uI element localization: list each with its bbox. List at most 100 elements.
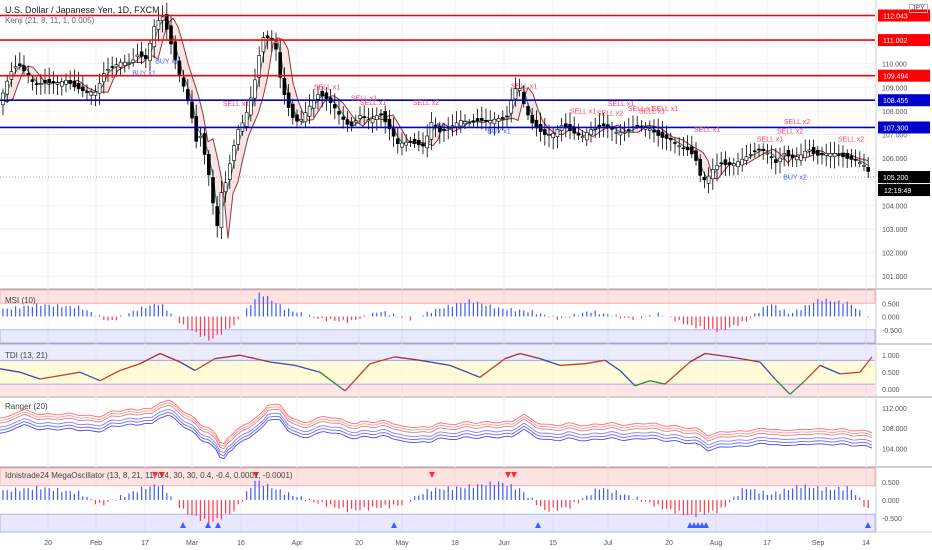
candle-body	[647, 128, 652, 131]
candle-body	[13, 66, 18, 69]
x-tick-label: 17	[141, 540, 149, 547]
tdi-line-segment	[804, 364, 821, 382]
candle-body	[295, 114, 299, 122]
candle-body	[799, 154, 803, 161]
candle-body	[51, 81, 56, 83]
oversold-zone	[0, 513, 876, 533]
level-price-label: 108.455	[883, 98, 908, 105]
tdi-line-segment	[859, 356, 873, 373]
tdi-line-segment	[0, 368, 21, 373]
candle-body	[299, 118, 304, 122]
candle-body	[807, 149, 812, 152]
candle-body	[68, 80, 72, 84]
x-tick-label: Jul	[604, 540, 613, 547]
candle-body	[450, 125, 455, 128]
candle-body	[81, 86, 85, 91]
candle-body	[370, 118, 375, 124]
candle-body	[395, 138, 400, 144]
y-tick-label: 105.000	[882, 180, 907, 187]
candle-body	[353, 120, 358, 123]
y-tick-label: 107.000	[882, 133, 907, 140]
level-price-tag	[878, 94, 930, 107]
level-price-tag	[878, 34, 930, 47]
candle-body	[811, 147, 816, 154]
candle-body	[30, 79, 35, 82]
ranger-title: Ranger (20)	[5, 402, 48, 411]
candle-body	[421, 143, 425, 147]
candle-body	[580, 136, 585, 139]
y-tick-label: 106.000	[882, 156, 907, 163]
candle-body	[689, 146, 694, 155]
level-price-label: 111.002	[883, 38, 907, 45]
candle-body	[144, 54, 148, 60]
tdi-line-segment	[729, 356, 761, 363]
candle-body	[152, 26, 156, 48]
candle-body	[500, 117, 505, 120]
candle-body	[387, 118, 392, 130]
candle-body	[668, 138, 673, 141]
candle-body	[5, 80, 9, 95]
signal-label: SELL x2	[597, 111, 623, 118]
tdi-line-segment	[649, 380, 666, 385]
candle-body	[190, 101, 194, 119]
candle-body	[782, 153, 787, 156]
tdi-line-segment	[159, 352, 181, 363]
candle-body	[517, 88, 522, 91]
overbought-zone	[0, 467, 876, 487]
candle-body	[127, 63, 131, 65]
candle-body	[332, 104, 337, 109]
candle-body	[391, 128, 396, 137]
candle-body	[769, 156, 774, 158]
candle-body	[773, 159, 778, 163]
countdown-label: 12:19:49	[884, 188, 911, 195]
candle-body	[76, 83, 81, 90]
buy-triangle-marker	[180, 522, 186, 528]
tdi-line-segment	[789, 380, 806, 395]
candle-body	[89, 91, 93, 96]
x-tick-label: 20	[355, 540, 363, 547]
buy-triangle-marker	[205, 522, 211, 528]
countdown-tag	[878, 184, 930, 197]
candle-body	[820, 153, 824, 155]
candle-body	[584, 132, 589, 141]
candle-body	[694, 150, 698, 161]
currency-badge[interactable]: JPY	[909, 4, 928, 13]
tdi-line-segment	[584, 359, 606, 365]
tdi-line-segment	[194, 358, 216, 372]
level-price-tag	[878, 121, 930, 134]
candle-body	[38, 83, 43, 85]
candle-body	[841, 152, 845, 158]
candle-body	[626, 129, 631, 131]
candle-body	[589, 129, 593, 135]
candle-body	[761, 148, 766, 151]
signal-label: SELL x2	[777, 128, 803, 135]
candle-body	[622, 131, 627, 134]
tdi-line-segment	[689, 352, 706, 363]
candle-body	[261, 37, 266, 53]
buy-triangle-marker	[687, 522, 693, 528]
candle-body	[614, 131, 619, 134]
tdi-line-segment	[519, 352, 541, 360]
y-tick-label: 1.000	[882, 353, 900, 360]
upper-zone	[0, 345, 875, 361]
signal-label: BUY x1	[487, 128, 511, 135]
candle-body	[274, 43, 278, 50]
tdi-line-segment	[604, 359, 621, 372]
buy-triangle-marker	[865, 522, 871, 528]
y-tick-label: 101.000	[882, 274, 907, 281]
buy-triangle-marker	[703, 522, 709, 528]
x-tick-label: 17	[763, 540, 771, 547]
candle-body	[290, 103, 295, 118]
candle-body	[307, 105, 312, 117]
y-tick-label: 104.000	[882, 446, 907, 453]
tdi-line-segment	[294, 364, 321, 373]
sell-triangle-marker	[429, 472, 435, 478]
candle-body	[727, 162, 732, 166]
candle-body	[148, 42, 152, 61]
candle-body	[22, 65, 26, 72]
candle-body	[47, 79, 52, 83]
candle-body	[412, 138, 417, 144]
megaoscillator-title: Idnistrade24 MegaOscillator (13, 8, 21, …	[5, 471, 293, 480]
y-tick-label: 0.000	[882, 387, 900, 394]
